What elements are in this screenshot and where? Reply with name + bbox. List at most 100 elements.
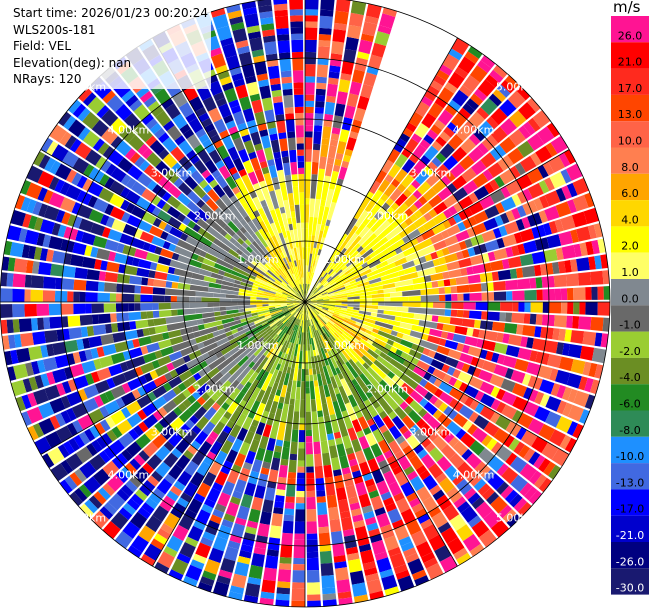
radial-bin — [212, 330, 220, 337]
radial-bin — [344, 148, 353, 157]
radial-bin — [429, 447, 444, 463]
radial-bin — [309, 306, 319, 315]
radial-bin — [312, 149, 320, 163]
radial-bin — [260, 135, 271, 149]
radial-bin — [20, 196, 31, 212]
radial-bin — [331, 41, 345, 55]
radial-bin — [358, 329, 376, 342]
radial-bin — [228, 99, 240, 109]
radial-bin — [290, 302, 305, 315]
radial-bin — [442, 323, 456, 333]
radial-bin — [141, 147, 153, 160]
radial-bin — [379, 379, 392, 393]
radial-bin — [277, 569, 291, 583]
radial-bin — [480, 393, 496, 408]
radial-bin — [183, 481, 199, 498]
radial-bin — [433, 74, 447, 87]
radial-bin — [352, 514, 364, 523]
radial-bin — [216, 25, 232, 41]
radial-bin — [312, 318, 322, 336]
radial-bin — [331, 259, 342, 271]
radial-bin — [86, 443, 98, 457]
radial-bin — [434, 97, 447, 109]
radial-bin — [489, 69, 504, 83]
radial-bin — [307, 241, 311, 248]
radial-bin — [163, 452, 179, 468]
radial-bin — [583, 207, 599, 225]
radial-bin — [266, 549, 279, 557]
radial-bin — [216, 575, 231, 585]
radial-bin — [394, 153, 408, 168]
radial-bin — [277, 288, 284, 293]
radial-bin — [504, 489, 519, 504]
radial-bin — [344, 225, 359, 243]
azimuth-spoke — [304, 149, 570, 303]
radial-bin — [236, 365, 252, 383]
radial-bin — [357, 51, 370, 60]
radial-bin — [439, 64, 453, 76]
radial-bin — [230, 496, 241, 506]
radial-bin — [305, 298, 317, 302]
radial-bin — [195, 334, 209, 344]
radial-bin — [212, 184, 226, 198]
radial-bin — [144, 543, 162, 561]
radial-bin — [244, 482, 257, 497]
radial-bin — [200, 203, 219, 221]
radial-bin — [347, 452, 356, 461]
radial-bin — [339, 510, 351, 519]
radial-bin — [280, 340, 288, 353]
radial-bin — [270, 308, 289, 317]
radial-bin — [128, 347, 143, 359]
radial-bin — [414, 209, 423, 219]
radial-bin — [455, 428, 467, 440]
radial-bin — [346, 326, 353, 332]
radial-bin — [257, 287, 276, 295]
radial-bin — [294, 106, 304, 114]
radial-bin — [473, 415, 490, 430]
radial-bin — [157, 210, 172, 223]
radial-bin — [305, 299, 324, 302]
radial-bin — [220, 284, 240, 292]
radial-bin — [466, 266, 474, 275]
radial-bin — [333, 311, 340, 315]
radial-bin — [158, 418, 169, 429]
radial-bin — [36, 303, 50, 316]
radial-bin — [471, 427, 488, 443]
radial-bin — [395, 569, 410, 580]
radial-bin — [164, 295, 171, 302]
radial-bin — [416, 418, 426, 429]
radial-bin — [32, 201, 43, 216]
radial-bin — [32, 331, 46, 345]
radial-bin — [573, 390, 590, 408]
radial-bin — [313, 248, 319, 261]
radial-bin — [326, 313, 333, 318]
radial-bin — [526, 337, 534, 349]
radial-bin — [487, 473, 505, 491]
radial-bin — [374, 383, 387, 397]
radial-bin — [307, 313, 310, 320]
radial-bin — [87, 195, 98, 208]
radial-bin — [257, 309, 270, 315]
radial-bin — [256, 149, 267, 163]
radial-bin — [127, 377, 142, 391]
radial-bin — [524, 302, 531, 313]
radial-bin — [69, 491, 83, 507]
radial-bin — [136, 329, 144, 338]
radial-bin — [325, 421, 333, 435]
radial-bin — [322, 599, 337, 607]
radial-bin — [77, 388, 88, 402]
radial-bin — [312, 217, 318, 236]
colorbar-swatch — [611, 173, 649, 201]
radial-bin — [268, 237, 280, 255]
radial-bin — [431, 222, 446, 235]
radial-bin — [334, 321, 351, 334]
azimuth-spoke — [304, 301, 458, 567]
radial-bin — [432, 435, 448, 451]
radial-bin — [376, 355, 384, 363]
radial-bin — [82, 130, 100, 148]
radial-bin — [359, 307, 366, 312]
radial-bin — [233, 78, 245, 88]
radial-bin — [126, 340, 135, 350]
radial-bin — [431, 179, 447, 194]
radial-bin — [147, 319, 155, 327]
